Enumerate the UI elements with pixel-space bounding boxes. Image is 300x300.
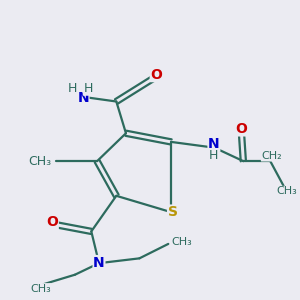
Text: N: N bbox=[208, 137, 220, 151]
Text: N: N bbox=[93, 256, 105, 270]
Text: CH₃: CH₃ bbox=[30, 284, 51, 294]
Text: O: O bbox=[150, 68, 162, 82]
Text: S: S bbox=[168, 205, 178, 219]
Text: CH₂: CH₂ bbox=[261, 151, 282, 161]
Text: CH₃: CH₃ bbox=[276, 186, 297, 197]
Text: N: N bbox=[77, 91, 89, 105]
Text: CH₃: CH₃ bbox=[172, 237, 193, 247]
Text: CH₃: CH₃ bbox=[28, 155, 51, 168]
Text: H: H bbox=[68, 82, 77, 95]
Text: O: O bbox=[46, 215, 58, 230]
Text: O: O bbox=[236, 122, 247, 136]
Text: H: H bbox=[83, 82, 93, 95]
Text: H: H bbox=[209, 149, 219, 162]
